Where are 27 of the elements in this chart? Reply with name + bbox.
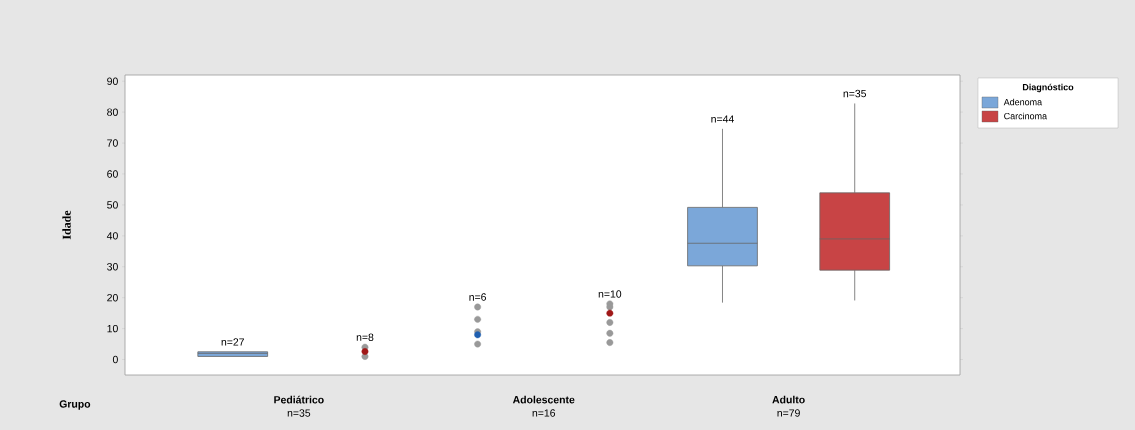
y-tick-label: 0 — [112, 355, 118, 364]
text: n=10 — [598, 290, 622, 298]
legend-label: Carcinoma — [1004, 112, 1048, 120]
text: n=6 — [469, 293, 487, 301]
legend-label: Adenoma — [1003, 98, 1043, 106]
x-tick-label: Adolescente — [512, 395, 575, 404]
text: n=35 — [287, 409, 311, 417]
y-tick-label: 40 — [106, 232, 118, 240]
y-tick-label: 60 — [107, 170, 118, 178]
x-tick-label: Adulto — [772, 395, 805, 404]
x-tick-label: Pediátrico — [274, 395, 324, 404]
text: n=16 — [532, 409, 556, 417]
y-axis-title: Idade — [62, 210, 71, 240]
y-tick-label: 10 — [107, 324, 118, 333]
y-tick-label: 90 — [107, 77, 118, 85]
text: n=35 — [843, 89, 867, 98]
legend-title: Diagnóstico — [1022, 83, 1074, 93]
text: n=79 — [777, 409, 800, 417]
y-tick-label: 50 — [107, 201, 118, 209]
text: n=27 — [221, 338, 244, 346]
text: n=8 — [356, 333, 374, 341]
y-tick-label: 70 — [107, 139, 118, 147]
x-axis-title: Grupo — [59, 400, 91, 410]
y-tick-label: 80 — [107, 108, 118, 116]
y-tick-label: 20 — [107, 293, 118, 302]
text: n=44 — [711, 115, 734, 123]
y-tick-label: 30 — [107, 263, 118, 271]
